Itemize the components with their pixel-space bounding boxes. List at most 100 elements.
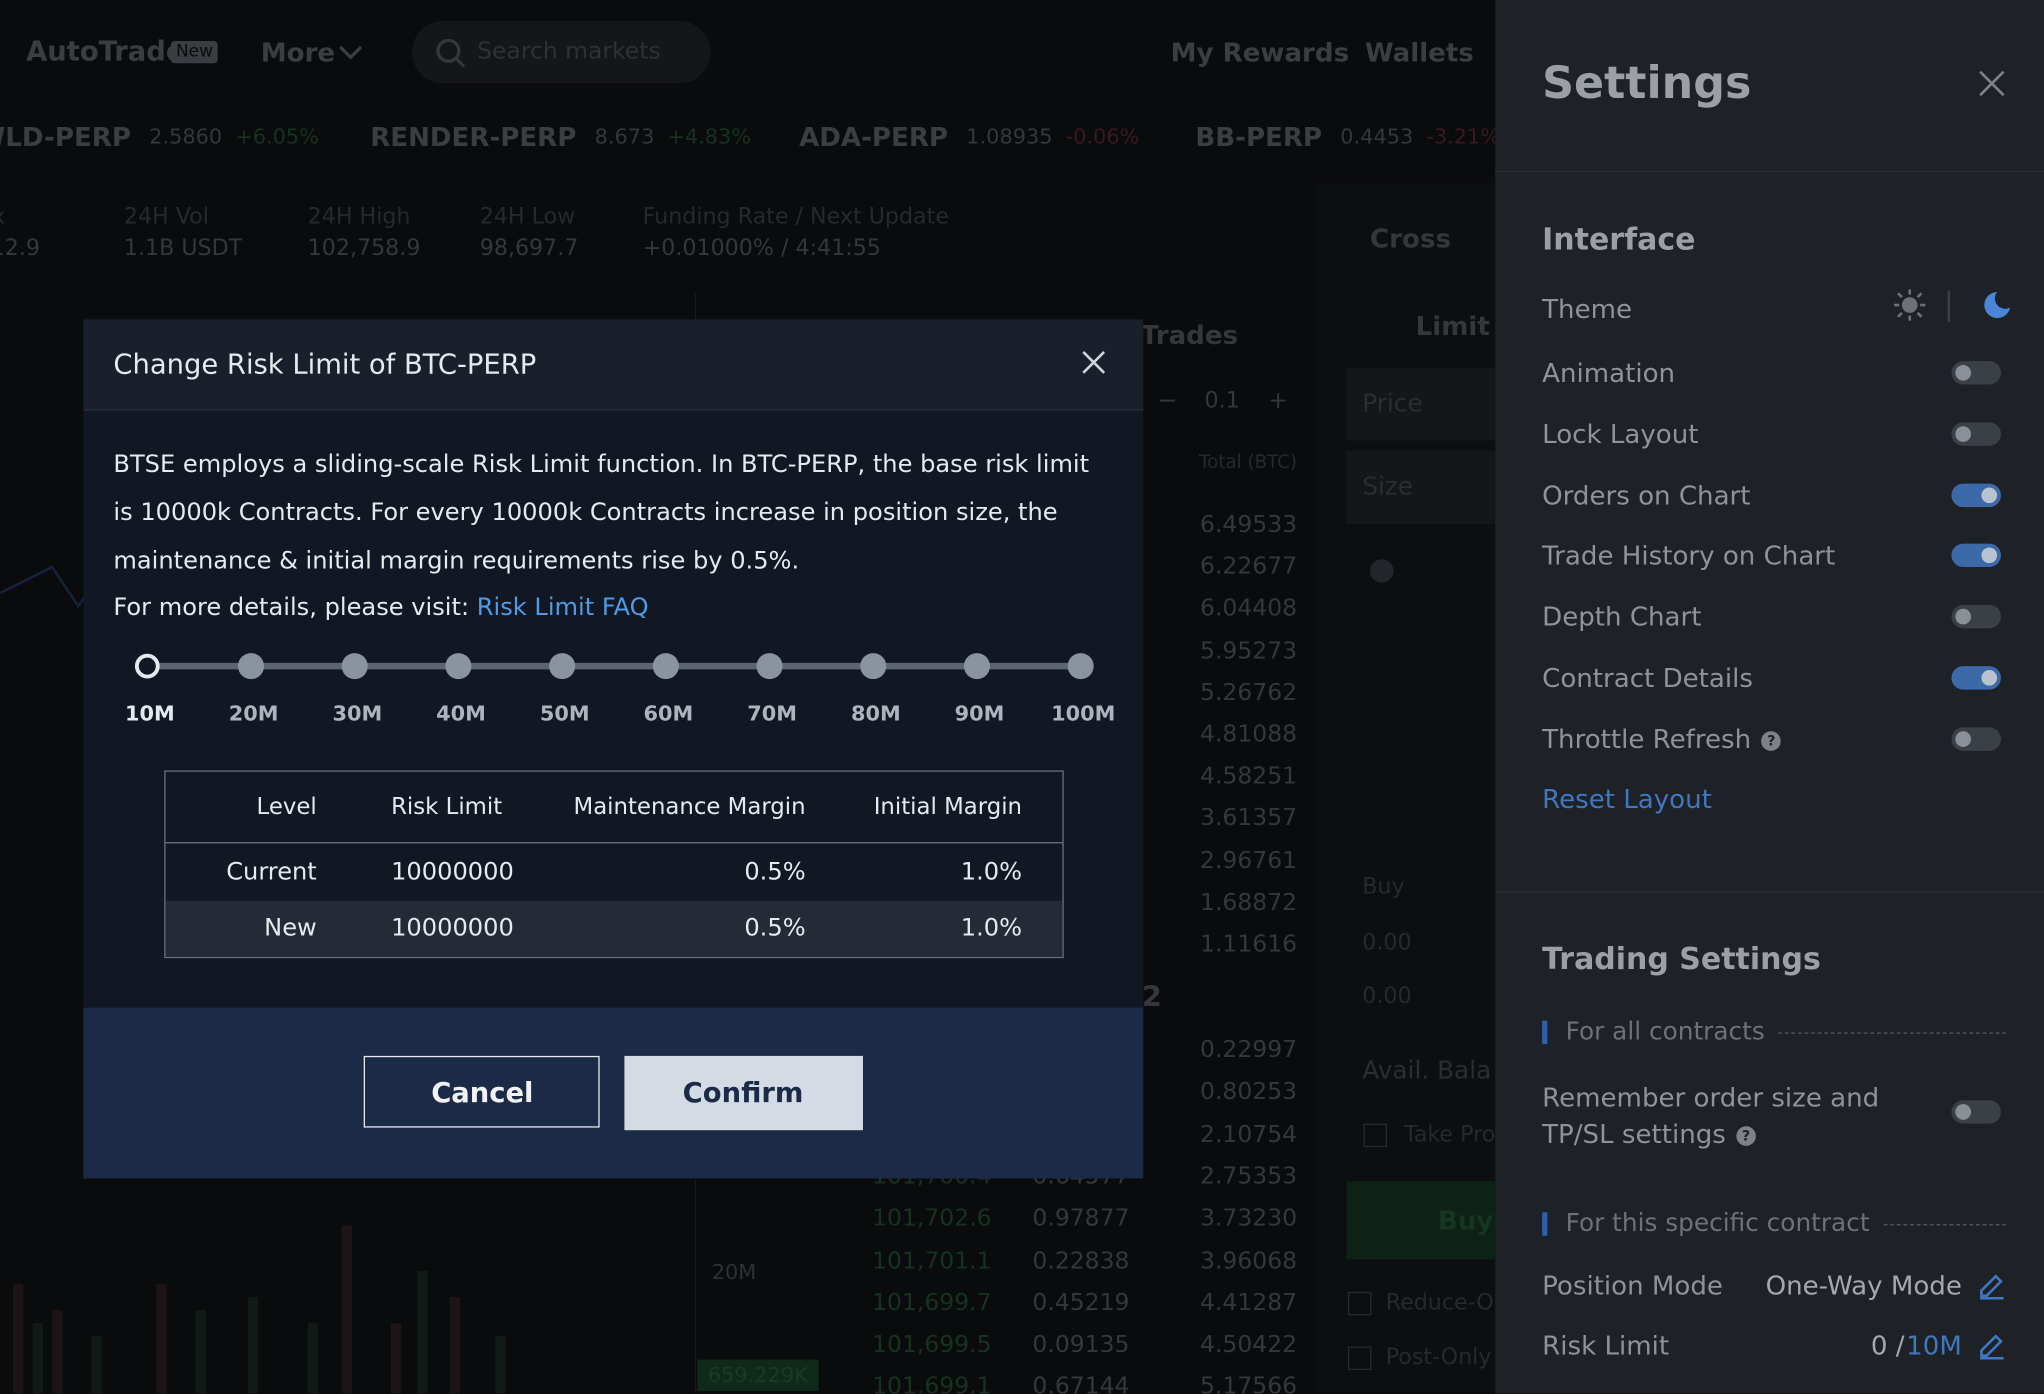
checkbox[interactable]	[1363, 1123, 1387, 1148]
link[interactable]: My Rewards	[1170, 36, 1350, 68]
stat-label: x	[0, 206, 5, 229]
buy-button-label: Buy	[1437, 1204, 1494, 1236]
minus[interactable]: −	[1157, 387, 1178, 415]
table-header: Risk Limit	[391, 794, 503, 821]
take-profit: Take Pro	[1403, 1121, 1496, 1148]
plus[interactable]: +	[1268, 387, 1289, 415]
level-label: 50M	[540, 701, 590, 725]
close-icon[interactable]	[1978, 69, 2007, 98]
slider-stop[interactable]	[445, 653, 472, 680]
setting-label: Risk Limit	[1542, 1329, 1670, 1361]
setting-label: Lock Layout	[1542, 418, 1699, 450]
slider-stop[interactable]	[549, 653, 576, 680]
risk-limit-link[interactable]: 10M	[1906, 1329, 1962, 1361]
margin-mode[interactable]: Cross	[1370, 222, 1451, 255]
table-header: Level	[256, 794, 317, 821]
edit-icon[interactable]	[1978, 1271, 2007, 1300]
modal-header	[83, 319, 1144, 411]
setting-label: Animation	[1542, 357, 1676, 389]
slider-stop[interactable]	[1067, 653, 1094, 680]
level-label: 90M	[955, 701, 1005, 725]
table-cell: 10000000	[391, 914, 514, 943]
checkbox[interactable]	[1347, 1291, 1372, 1316]
setting-label: Depth Chart	[1542, 601, 1702, 633]
bid-total: 2.10754	[1200, 1120, 1298, 1148]
slider-stop[interactable]	[237, 653, 265, 680]
search-box[interactable]	[411, 20, 711, 84]
slider-stop[interactable]	[134, 653, 160, 679]
slider-stop[interactable]	[341, 653, 368, 680]
bid-price: 101,699.1	[872, 1373, 992, 1394]
level-label: 20M	[229, 701, 279, 725]
edit-icon[interactable]	[1978, 1331, 2007, 1360]
toggle[interactable]	[1951, 605, 2001, 629]
table-cell: 0.5%	[744, 858, 806, 887]
bid-total: 0.80253	[1200, 1078, 1298, 1106]
close-icon[interactable]	[1082, 351, 1106, 374]
toggle[interactable]	[1951, 422, 2001, 446]
volume-axis: 20M	[711, 1259, 757, 1285]
slider-stop[interactable]	[963, 653, 990, 680]
search-placeholder: Search markets	[477, 37, 661, 66]
toggle[interactable]	[1951, 544, 2001, 568]
link[interactable]: Wallets	[1364, 36, 1474, 68]
bid-size: 0.09135	[1032, 1331, 1130, 1359]
dash	[1883, 1224, 2007, 1226]
slider-stop[interactable]	[860, 653, 887, 680]
ask-total: 5.95273	[1200, 636, 1298, 665]
ticker-symbol: WLD-PERP	[0, 121, 131, 153]
details: For more details, please visit: Risk Lim…	[113, 594, 649, 622]
ask-total: 6.04408	[1200, 594, 1298, 623]
bid-price: 101,701.1	[872, 1246, 992, 1275]
level-label: 40M	[436, 701, 486, 725]
reset-link[interactable]: Reset Layout	[1542, 783, 1712, 815]
settings-panel: Settings Interface Theme Animation Lock L…	[1495, 0, 2044, 1394]
subsection: For all contracts	[1565, 1017, 1765, 1047]
risk-slider[interactable]: 10M 20M 30M 40M 50M 60M 70M 80M 90M 100M	[83, 639, 1143, 743]
nav-more[interactable]: More	[260, 36, 336, 68]
bid-size: 0.22838	[1032, 1246, 1130, 1275]
cancel-button[interactable]	[363, 1055, 600, 1128]
help-icon[interactable]: ?	[1761, 731, 1782, 751]
search-icon	[436, 38, 466, 68]
slider-knob[interactable]	[1370, 559, 1394, 583]
toggle[interactable]	[1951, 727, 2001, 751]
bid-size: 0.67144	[1032, 1373, 1130, 1394]
ask-total: 6.22677	[1200, 552, 1298, 581]
confirm-label: Confirm	[682, 1077, 804, 1109]
bid-price: 101,699.5	[872, 1331, 992, 1359]
confirm-button[interactable]	[624, 1055, 863, 1131]
level-label: 100M	[1051, 701, 1115, 725]
bid-price: 101,702.6	[872, 1204, 992, 1233]
reduce-only: Reduce-O	[1385, 1289, 1494, 1316]
toggle[interactable]	[1951, 483, 2001, 507]
stat-label: 24H Low	[479, 204, 576, 231]
chevron	[339, 45, 363, 60]
table-header: Initial Margin	[873, 794, 1022, 821]
bid-total: 5.17566	[1200, 1373, 1298, 1394]
checkbox[interactable]	[1347, 1346, 1372, 1371]
table-cell: Current	[226, 858, 317, 887]
toggle[interactable]	[1951, 1100, 2001, 1124]
setting-value: One-Way Mode	[1765, 1269, 1962, 1301]
bid-size: 0.45219	[1032, 1288, 1130, 1317]
size-input[interactable]	[1346, 451, 1496, 525]
stat-value: +0.01000% / 4:41:55	[642, 235, 881, 262]
order-type[interactable]: Limit	[1415, 310, 1490, 342]
post-only: Post-Only	[1385, 1344, 1492, 1371]
buy-button[interactable]	[1346, 1181, 1496, 1260]
toggle[interactable]	[1951, 666, 2001, 690]
price-input[interactable]	[1346, 367, 1496, 441]
stat-value: 1.1B USDT	[123, 235, 243, 262]
stat-label: 24H High	[307, 204, 411, 231]
bid-total: 0.22997	[1200, 1036, 1298, 1064]
slider-stop[interactable]	[652, 653, 679, 680]
toggle[interactable]	[1951, 361, 2001, 385]
help-icon[interactable]: ?	[1736, 1126, 1756, 1146]
theme-toggle[interactable]	[1890, 287, 2011, 326]
table-cell: 1.0%	[960, 914, 1022, 943]
faq-link[interactable]: Risk Limit FAQ	[476, 594, 649, 622]
setting-label: Contract Details	[1542, 662, 1753, 694]
slider-stop[interactable]	[756, 653, 783, 680]
